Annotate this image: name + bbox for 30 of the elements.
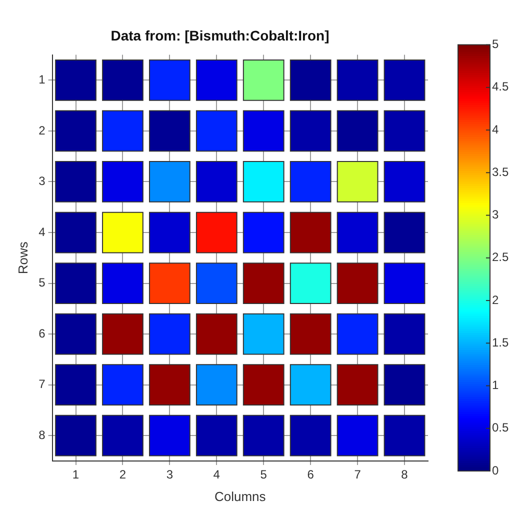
y-tick-label: 1 xyxy=(38,72,46,86)
y-axis-title: Rows xyxy=(15,241,30,274)
y-tick-label: 2 xyxy=(38,123,46,138)
color-bar-label: 1 xyxy=(492,378,499,392)
color-bar-label: 2 xyxy=(492,292,499,307)
color-bar-label: 1.5 xyxy=(492,335,510,350)
x-tick-label: 5 xyxy=(260,468,268,482)
color-bar-label: 2.5 xyxy=(492,250,510,264)
y-tick-label: 8 xyxy=(38,428,46,442)
x-tick-label: 7 xyxy=(354,468,362,482)
x-tick-label: 6 xyxy=(307,468,314,482)
color-bar-label: 4 xyxy=(492,122,499,136)
color-bar-label: 5 xyxy=(492,37,499,52)
y-tick-label: 4 xyxy=(38,224,46,239)
color-bar-label: 3 xyxy=(492,208,499,222)
x-tick-label: 8 xyxy=(401,468,408,482)
color-bar-label: 3.5 xyxy=(492,164,510,179)
y-tick-label: 7 xyxy=(38,377,46,392)
chart-title: Data from: [Bismuth:Cobalt:Iron] xyxy=(110,27,330,44)
x-tick-label: 3 xyxy=(166,468,174,482)
x-tick-label: 2 xyxy=(119,468,126,482)
color-bar-label: 0.5 xyxy=(492,420,510,435)
y-tick-label: 3 xyxy=(38,174,46,188)
y-tick-label: 6 xyxy=(38,326,46,340)
x-tick-label: 1 xyxy=(72,468,80,482)
y-tick-label: 5 xyxy=(38,276,46,290)
color-bar-label: 0 xyxy=(492,463,499,478)
x-tick-label: 4 xyxy=(213,468,220,482)
x-axis-title: Columns xyxy=(214,488,266,504)
color-bar-label: 4.5 xyxy=(492,80,510,94)
